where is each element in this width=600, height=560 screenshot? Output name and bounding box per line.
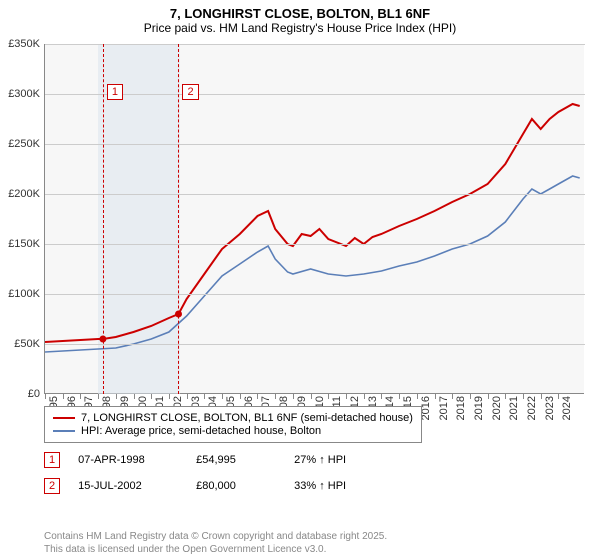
x-axis-label: 2024 <box>561 396 573 420</box>
chart-lines <box>45 44 585 394</box>
sale-hpi-delta: 33% ↑ HPI <box>294 480 346 492</box>
sale-row: 2 15-JUL-2002 £80,000 33% ↑ HPI <box>44 478 346 494</box>
sale-marker: 1 <box>44 452 60 468</box>
y-axis-label: £350K <box>8 38 40 50</box>
x-axis-label: 2022 <box>526 396 538 420</box>
x-axis-label: 2020 <box>491 396 503 420</box>
y-axis-label: £0 <box>28 388 40 400</box>
chart: 12 £0£50K£100K£150K£200K£250K£300K£350K1… <box>44 44 584 394</box>
x-axis-label: 2019 <box>473 396 485 420</box>
y-axis-label: £50K <box>14 338 40 350</box>
legend-swatch <box>53 430 75 432</box>
legend: 7, LONGHIRST CLOSE, BOLTON, BL1 6NF (sem… <box>44 406 422 443</box>
legend-item: 7, LONGHIRST CLOSE, BOLTON, BL1 6NF (sem… <box>53 412 413 424</box>
event-marker-label: 1 <box>107 84 123 100</box>
sale-hpi-delta: 27% ↑ HPI <box>294 454 346 466</box>
x-axis-label: 2021 <box>508 396 520 420</box>
sale-date: 15-JUL-2002 <box>78 480 178 492</box>
sale-row: 1 07-APR-1998 £54,995 27% ↑ HPI <box>44 452 346 468</box>
page-subtitle: Price paid vs. HM Land Registry's House … <box>0 21 600 39</box>
event-line <box>178 44 179 394</box>
footer-line: Contains HM Land Registry data © Crown c… <box>44 531 387 544</box>
x-axis-label: 2018 <box>455 396 467 420</box>
series-line <box>45 176 580 352</box>
footer-line: This data is licensed under the Open Gov… <box>44 544 387 557</box>
x-axis-label: 2023 <box>544 396 556 420</box>
sale-price: £54,995 <box>196 454 276 466</box>
y-axis-label: £300K <box>8 88 40 100</box>
y-axis-label: £200K <box>8 188 40 200</box>
page-title: 7, LONGHIRST CLOSE, BOLTON, BL1 6NF <box>0 0 600 21</box>
legend-label: 7, LONGHIRST CLOSE, BOLTON, BL1 6NF (sem… <box>81 412 413 424</box>
event-marker-label: 2 <box>182 84 198 100</box>
series-line <box>45 104 580 342</box>
sale-marker: 2 <box>44 478 60 494</box>
x-axis-label: 2017 <box>438 396 450 420</box>
event-line <box>103 44 104 394</box>
sale-date: 07-APR-1998 <box>78 454 178 466</box>
legend-swatch <box>53 417 75 419</box>
y-axis-label: £250K <box>8 138 40 150</box>
sale-price: £80,000 <box>196 480 276 492</box>
plot-area: 12 <box>44 44 584 394</box>
legend-label: HPI: Average price, semi-detached house,… <box>81 425 321 437</box>
y-axis-label: £150K <box>8 238 40 250</box>
legend-item: HPI: Average price, semi-detached house,… <box>53 425 413 437</box>
y-axis-label: £100K <box>8 288 40 300</box>
attribution: Contains HM Land Registry data © Crown c… <box>44 531 387 556</box>
